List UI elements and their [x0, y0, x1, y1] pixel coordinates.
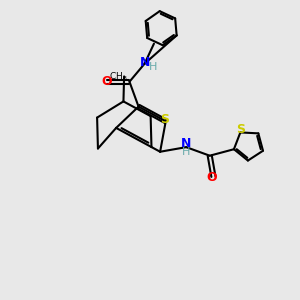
Text: S: S — [160, 113, 169, 126]
Text: H: H — [182, 147, 190, 158]
Text: CH$_3$: CH$_3$ — [110, 71, 128, 83]
Text: N: N — [181, 137, 191, 150]
Text: S: S — [236, 123, 245, 136]
Text: O: O — [207, 171, 217, 184]
Text: O: O — [101, 75, 112, 88]
Text: N: N — [140, 56, 150, 69]
Text: H: H — [149, 62, 157, 72]
